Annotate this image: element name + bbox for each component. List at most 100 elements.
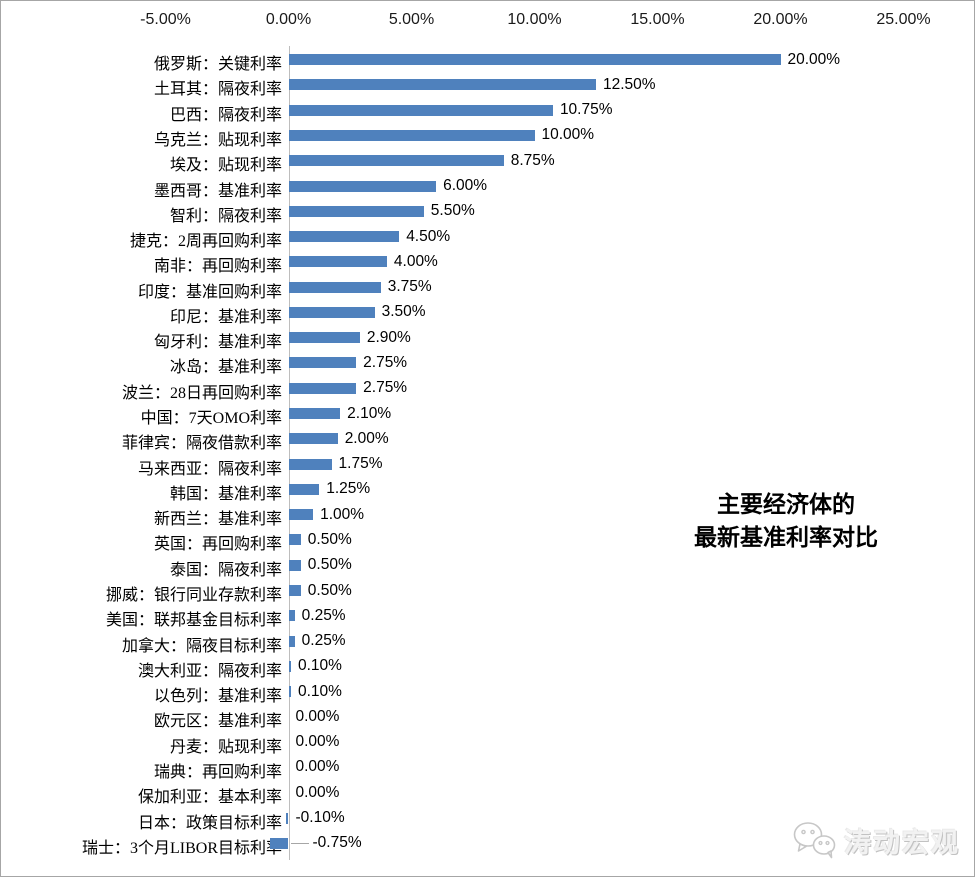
- category-label: 瑞典：再回购利率: [153, 763, 282, 781]
- chart-title-line1: 主要经济体的: [717, 492, 855, 517]
- category-label: 冰岛：基准利率: [169, 359, 282, 377]
- category-label: 加拿大：隔夜目标利率: [121, 637, 282, 655]
- value-label: 2.00%: [344, 429, 389, 447]
- value-label: 2.75%: [363, 379, 408, 397]
- bar-row: 保加利亚：基本利率 0.00%: [1, 780, 974, 807]
- value-label: 6.00%: [443, 177, 488, 195]
- value-label: 2.90%: [366, 328, 411, 346]
- x-axis-tick-label: 25.00%: [876, 11, 931, 28]
- category-label: 俄罗斯：关键利率: [153, 56, 282, 74]
- category-label: 印度：基准回购利率: [137, 283, 282, 301]
- bar-row: 韩国：基准利率 1.25%: [1, 477, 974, 503]
- bar: [288, 660, 291, 672]
- value-label: 12.50%: [603, 75, 656, 93]
- value-label: 3.75%: [387, 278, 432, 296]
- bar-row: 欧元区：基准利率 0.00%: [1, 704, 974, 731]
- bar-row: 以色列：基准利率 0.10%: [1, 679, 974, 706]
- category-label: 欧元区：基准利率: [153, 713, 282, 731]
- value-label: 10.75%: [559, 101, 613, 119]
- value-label: 5.50%: [430, 202, 475, 220]
- value-label: 1.75%: [338, 455, 383, 473]
- value-label: 0.00%: [295, 707, 340, 725]
- value-label: 20.00%: [787, 50, 841, 68]
- bar-row: 菲律宾：隔夜借款利率 2.00%: [1, 426, 974, 453]
- value-label: -0.10%: [295, 809, 345, 827]
- category-label: 泰国：隔夜利率: [169, 561, 282, 579]
- category-label: 挪威：银行同业存款利率: [105, 587, 282, 604]
- value-label: 0.50%: [307, 530, 352, 548]
- value-label: 8.75%: [510, 151, 555, 169]
- bar-row: 马来西亚：隔夜利率 1.75%: [1, 451, 974, 478]
- bar: [288, 256, 387, 268]
- bar: [288, 635, 295, 647]
- category-label: 保加利亚：基本利率: [137, 789, 282, 807]
- bar: [288, 610, 295, 622]
- bar-row: 俄罗斯：关键利率 20.00%: [1, 47, 974, 74]
- bar-row: 挪威：银行同业存款利率 0.50%: [1, 578, 974, 605]
- x-axis-tick-label: 10.00%: [507, 11, 562, 28]
- category-label: 瑞士：3个月LIBOR目标利率: [81, 839, 282, 857]
- bar-row: 中国：7天OMO利率 2.10%: [1, 401, 974, 428]
- category-label: 日本：政策目标利率: [137, 814, 282, 832]
- value-label: 0.00%: [295, 758, 340, 776]
- bar: [288, 357, 357, 369]
- bar: [288, 281, 381, 293]
- zero-axis-line: [288, 46, 290, 860]
- bar-row: 智利：隔夜利率 5.50%: [1, 199, 974, 225]
- bar-row: 乌克兰：贴现利率 10.00%: [1, 123, 974, 149]
- bar: [288, 155, 504, 167]
- bar-row: 土耳其：隔夜利率 12.50%: [1, 72, 974, 99]
- bar-row: 南非：再回购利率 4.00%: [1, 249, 974, 276]
- bar: [286, 812, 289, 824]
- bar-row: 巴西：隔夜利率 10.75%: [1, 98, 974, 124]
- category-label: 匈牙利：基准利率: [153, 334, 282, 352]
- category-label: 马来西亚：隔夜利率: [137, 460, 282, 478]
- bar: [288, 458, 332, 470]
- bar-row: 冰岛：基准利率 2.75%: [1, 350, 974, 377]
- bar-row: 日本：政策目标利率 -0.10%: [1, 805, 974, 832]
- value-label: 0.50%: [307, 556, 352, 574]
- bar-row: 瑞典：再回购利率 0.00%: [1, 755, 974, 781]
- leader-line: [290, 843, 309, 845]
- bar-row: 美国：联邦基金目标利率 0.25%: [1, 603, 974, 630]
- category-label: 巴西：隔夜利率: [169, 106, 282, 124]
- bar-row: 印尼：基准利率 3.50%: [1, 300, 974, 326]
- bar: [288, 54, 781, 66]
- category-label: 印尼：基准利率: [169, 308, 282, 326]
- category-label: 美国：联邦基金目标利率: [105, 612, 282, 630]
- bar: [288, 686, 291, 698]
- bar: [288, 104, 553, 116]
- bar-row: 丹麦：贴现利率 0.00%: [1, 730, 974, 756]
- value-label: 2.75%: [363, 353, 408, 371]
- category-label: 英国：再回购利率: [153, 536, 282, 554]
- value-label: 0.50%: [307, 581, 352, 599]
- bar-row: 新西兰：基准利率 1.00%: [1, 502, 974, 529]
- bar: [288, 231, 400, 243]
- category-label: 以色列：基准利率: [153, 688, 282, 706]
- bar: [288, 79, 596, 91]
- bar: [288, 205, 424, 217]
- bar-row: 墨西哥：基准利率 6.00%: [1, 173, 974, 200]
- category-label: 土耳其：隔夜利率: [153, 81, 282, 99]
- wechat-icon: [793, 822, 836, 859]
- category-label: 澳大利亚：隔夜利率: [137, 662, 282, 680]
- bar-row: 澳大利亚：隔夜利率 0.10%: [1, 654, 974, 680]
- chart-title-line2: 最新基准利率对比: [694, 525, 878, 550]
- bar-row: 波兰：28日再回购利率 2.75%: [1, 376, 974, 402]
- bar: [288, 306, 375, 318]
- bar-row: 捷克：2周再回购利率 4.50%: [1, 224, 974, 251]
- category-label: 捷克：2周再回购利率: [129, 233, 282, 251]
- x-axis-tick-label: 5.00%: [388, 11, 435, 28]
- bar: [288, 534, 301, 546]
- value-label: 0.10%: [297, 682, 342, 700]
- bar-row: 埃及：贴现利率 8.75%: [1, 148, 974, 175]
- category-label: 菲律宾：隔夜借款利率: [121, 435, 282, 453]
- bar: [288, 509, 314, 521]
- x-axis-tick-label: 15.00%: [630, 11, 685, 28]
- value-label: 0.25%: [301, 606, 346, 624]
- bar-row: 瑞士：3个月LIBOR目标利率 -0.75%: [1, 831, 974, 857]
- category-label: 智利：隔夜利率: [169, 207, 282, 225]
- bar-row: 印度：基准回购利率 3.75%: [1, 275, 974, 301]
- bar: [288, 180, 437, 192]
